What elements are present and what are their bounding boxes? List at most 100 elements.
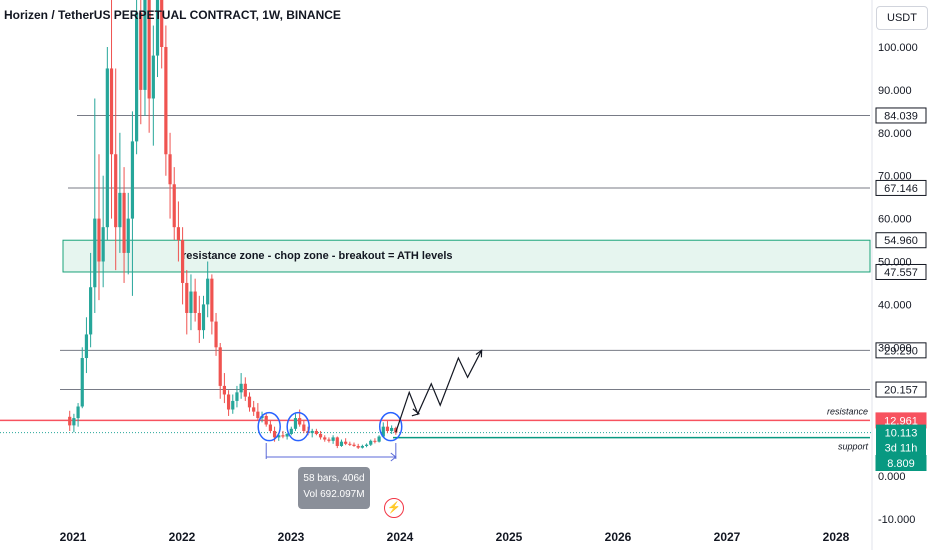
candle-body xyxy=(381,426,385,437)
measure-tooltip: 58 bars, 406d Vol 692.097M xyxy=(298,467,370,509)
candle-body xyxy=(172,184,176,228)
candle xyxy=(385,421,390,434)
candle-body xyxy=(385,426,390,431)
candle xyxy=(348,441,352,446)
candle xyxy=(89,252,93,348)
candle-body xyxy=(364,444,369,446)
candle-body xyxy=(298,418,302,425)
candle xyxy=(164,25,168,176)
candle xyxy=(285,433,289,440)
candle-body xyxy=(344,441,348,444)
candle xyxy=(373,438,377,444)
currency-button[interactable]: USDT xyxy=(876,6,928,30)
candle xyxy=(101,175,105,288)
support-text: support xyxy=(838,442,869,452)
y-tick-7: 30.000 xyxy=(878,342,912,354)
candle-body xyxy=(339,441,344,446)
candle xyxy=(160,0,164,69)
candle xyxy=(93,98,97,313)
candle xyxy=(377,435,381,443)
candle xyxy=(268,420,272,434)
candle xyxy=(264,413,268,427)
candle xyxy=(206,261,210,318)
candle xyxy=(130,111,135,296)
candle xyxy=(314,428,318,436)
candle xyxy=(76,403,80,427)
candle xyxy=(168,132,172,219)
event-bolt-icon[interactable]: ⚡ xyxy=(384,498,404,518)
candle-body xyxy=(189,291,193,313)
candle xyxy=(176,201,181,262)
candle-body xyxy=(302,424,306,431)
candle xyxy=(105,47,109,241)
candle xyxy=(390,425,394,434)
candle-body xyxy=(239,383,243,393)
candle xyxy=(369,439,373,446)
y-tick-6: 40.000 xyxy=(878,299,912,311)
candle-body xyxy=(126,218,130,253)
candle xyxy=(201,295,206,339)
price-label-box-5 xyxy=(875,381,927,398)
candle-body xyxy=(185,282,189,313)
highlight-circle-2 xyxy=(378,411,403,442)
candle-body xyxy=(97,218,101,262)
x-tick-7: 2028 xyxy=(823,530,850,544)
candle xyxy=(114,68,118,271)
price-label-box-0 xyxy=(875,107,927,124)
candle-body xyxy=(210,278,214,322)
x-tick-2: 2023 xyxy=(278,530,305,544)
candle xyxy=(72,413,76,433)
candle xyxy=(226,390,231,416)
candle-body xyxy=(135,12,139,142)
x-tick-6: 2027 xyxy=(714,530,741,544)
candle-body xyxy=(264,415,268,425)
candle xyxy=(235,385,239,408)
candle xyxy=(318,430,323,440)
candle-body xyxy=(89,287,93,335)
candle xyxy=(381,422,385,438)
resistance-zone-box xyxy=(62,239,871,273)
candle-body xyxy=(222,385,227,395)
candle xyxy=(323,435,327,442)
price-label-box-1 xyxy=(875,179,927,196)
measure-arrowhead xyxy=(390,452,397,462)
last-price-box xyxy=(876,424,926,457)
y-tick-9: -10.000 xyxy=(878,514,915,526)
candle-body xyxy=(130,141,135,219)
candle-body xyxy=(201,304,206,331)
levels-layer: resistance zone - chop zone - breakout =… xyxy=(0,114,872,452)
candle xyxy=(214,312,218,356)
price-label-box-4 xyxy=(875,342,927,359)
candle-body xyxy=(180,240,185,283)
axis-layer: 84.039 67.146 54.960 47.557 29.290 20.157 12.9… xyxy=(60,0,927,550)
candle-body xyxy=(310,430,314,434)
candle-body xyxy=(369,440,373,445)
candle xyxy=(293,413,298,431)
price-label-box-2 xyxy=(875,232,927,249)
candle-body xyxy=(206,278,210,305)
candle-body xyxy=(331,437,335,441)
candle-body xyxy=(214,321,218,348)
candle xyxy=(256,403,260,421)
candle-body xyxy=(114,154,118,228)
candle xyxy=(339,439,344,447)
candle xyxy=(252,400,256,416)
candle-body xyxy=(390,427,394,431)
candle xyxy=(139,0,143,125)
candle xyxy=(310,428,314,438)
candle xyxy=(331,435,335,444)
candle xyxy=(302,420,306,434)
candle xyxy=(222,373,227,404)
y-tick-8: 0.000 xyxy=(878,471,906,483)
candle xyxy=(155,0,160,78)
candle-body xyxy=(160,0,164,47)
candle-body xyxy=(377,436,381,442)
candle-body xyxy=(84,334,89,359)
candle xyxy=(327,437,331,443)
candle-body xyxy=(335,437,339,446)
candle-body xyxy=(281,435,285,437)
y-tick-5: 50.000 xyxy=(878,257,912,269)
candle-body xyxy=(80,358,84,407)
candle-body xyxy=(226,394,231,410)
